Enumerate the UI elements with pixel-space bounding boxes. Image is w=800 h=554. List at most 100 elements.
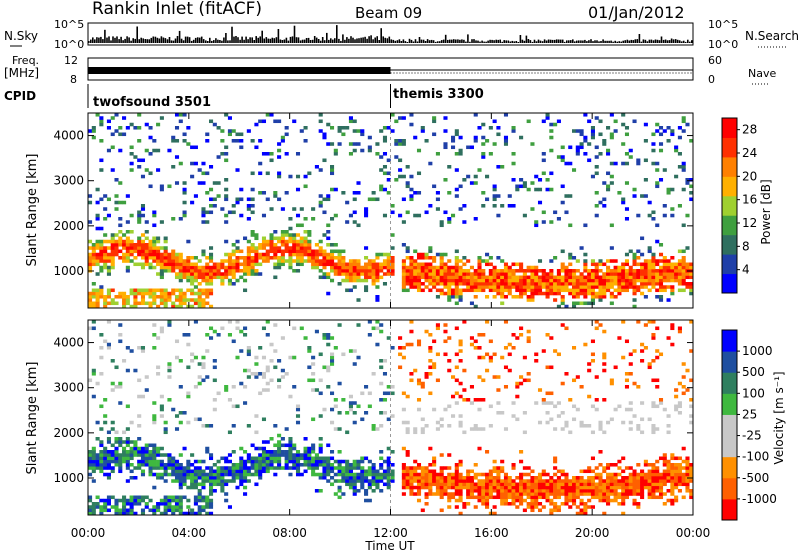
heatmap-cell [594,278,599,283]
heatmap-cell [572,378,577,383]
heatmap-cell [231,450,236,454]
nsky-bar [576,40,578,43]
heatmap-cell [481,398,486,402]
heatmap-cell [655,479,660,483]
heatmap-cell [137,437,142,441]
nsky-bar [132,38,134,43]
heatmap-cell [148,252,153,257]
x-tick-label: 00:00 [71,526,106,540]
heatmap-cell [125,437,130,441]
heatmap-cell [197,482,202,487]
heatmap-cell [515,288,520,293]
heatmap-cell [519,178,524,182]
heatmap-cell [428,269,433,273]
heatmap-cell [534,489,539,493]
heatmap-cell [447,505,452,509]
heatmap-cell [590,135,595,140]
heatmap-cell [435,482,440,487]
heatmap-cell [360,129,365,133]
heatmap-cell [88,450,93,454]
heatmap-cell [606,152,611,156]
heatmap-cell [133,304,138,309]
heatmap-cell [689,463,694,467]
heatmap-cell [394,155,399,159]
heatmap-cell [246,349,251,353]
heatmap-cell [152,265,157,270]
heatmap-cell [579,288,584,293]
heatmap-cell [454,492,459,496]
heatmap-cell [428,365,433,370]
nsky-bar [200,36,203,43]
heatmap-cell [458,339,463,344]
heatmap-cell [190,288,195,293]
heatmap-cell [428,256,433,260]
heatmap-cell [473,482,478,487]
heatmap-cell [137,450,142,454]
heatmap-cell [277,236,282,241]
heatmap-cell [643,459,648,464]
heatmap-cell [598,288,603,293]
heatmap-cell [481,485,486,490]
heatmap-cell [628,372,633,376]
heatmap-cell [288,246,293,250]
heatmap-cell [617,282,622,286]
heatmap-cell [609,291,614,296]
heatmap-cell [171,288,176,293]
heatmap-cell [553,482,558,487]
heatmap-cell [598,498,603,503]
heatmap-cell [209,272,214,276]
heatmap-cell [439,291,444,296]
heatmap-cell [473,472,478,477]
heatmap-cell [371,191,376,195]
heatmap-cell [530,476,535,480]
heatmap-cell [662,492,667,496]
heatmap-cell [458,152,463,156]
heatmap-cell [152,508,157,513]
heatmap-cell [330,456,335,461]
heatmap-cell [265,453,270,457]
heatmap-cell [258,476,263,480]
heatmap-cell [462,269,467,273]
heatmap-cell [640,469,645,474]
heatmap-cell [515,381,520,386]
heatmap-cell [454,265,459,270]
nsky-bar [323,40,326,43]
heatmap-cell [137,139,142,143]
heatmap-cell [609,272,614,276]
heatmap-cell [326,230,331,234]
heatmap-cell [447,275,452,280]
heatmap-cell [348,485,353,490]
heatmap-cell [590,495,595,500]
heatmap-cell [114,129,119,133]
nsky-bar [297,37,300,43]
heatmap-cell [432,275,437,280]
heatmap-cell [492,352,497,357]
heatmap-cell [496,194,501,198]
heatmap-cell [231,404,236,409]
heatmap-cell [511,275,516,280]
heatmap-cell [685,485,690,490]
heatmap-cell [190,262,195,267]
heatmap-cell [519,495,524,500]
heatmap-cell [526,378,531,383]
heatmap-cell [152,401,157,405]
heatmap-cell [103,217,108,221]
heatmap-cell [178,505,183,509]
nsky-bar [287,40,290,43]
heatmap-cell [458,272,463,276]
heatmap-cell [254,456,259,461]
heatmap-cell [311,362,316,366]
heatmap-cell [140,233,146,237]
heatmap-cell [118,459,123,464]
heatmap-cell [326,459,331,464]
nsky-bar [340,40,342,43]
heatmap-cell [405,420,410,425]
heatmap-cell [122,252,127,257]
heatmap-cell [621,492,626,496]
heatmap-cell [190,304,195,309]
velocity-colorbar-swatch [722,351,737,373]
heatmap-cell [159,329,164,334]
heatmap-cell [216,476,221,480]
heatmap-cell [556,282,561,286]
heatmap-cell [689,489,694,493]
